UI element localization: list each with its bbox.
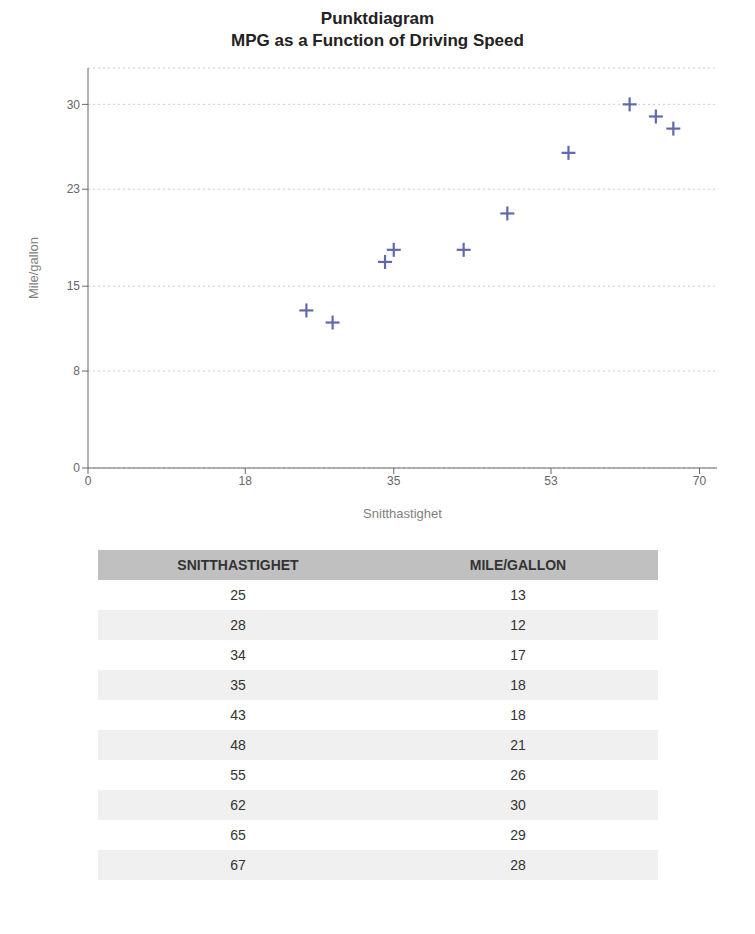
svg-text:Snitthastighet: Snitthastighet bbox=[363, 506, 442, 521]
html-text:34: 34 bbox=[230, 647, 246, 663]
svg-text:15: 15 bbox=[67, 279, 81, 293]
html-text:17: 17 bbox=[510, 647, 526, 663]
svg-text:Mile/gallon: Mile/gallon bbox=[26, 237, 41, 299]
html-text:MPG as a Function of Driving S: MPG as a Function of Driving Speed bbox=[231, 31, 524, 50]
html-text:SNITTHASTIGHET: SNITTHASTIGHET bbox=[177, 557, 299, 573]
svg-text:53: 53 bbox=[544, 474, 558, 488]
html-text:21: 21 bbox=[510, 737, 526, 753]
html-text:65: 65 bbox=[230, 827, 246, 843]
svg-text:70: 70 bbox=[693, 474, 707, 488]
html-text:26: 26 bbox=[510, 767, 526, 783]
svg-text:23: 23 bbox=[67, 182, 81, 196]
html-text:28: 28 bbox=[510, 857, 526, 873]
html-text:18: 18 bbox=[510, 707, 526, 723]
html-text:MILE/GALLON: MILE/GALLON bbox=[469, 557, 567, 573]
html-text:13: 13 bbox=[510, 587, 526, 603]
svg-text:30: 30 bbox=[67, 98, 81, 112]
html-text:18: 18 bbox=[510, 677, 526, 693]
html-text:12: 12 bbox=[510, 617, 526, 633]
html-text:28: 28 bbox=[230, 617, 246, 633]
html-text:Punktdiagram: Punktdiagram bbox=[320, 9, 435, 28]
svg-text:18: 18 bbox=[239, 474, 253, 488]
svg-text:8: 8 bbox=[73, 364, 80, 378]
html-text:29: 29 bbox=[510, 827, 526, 843]
svg-text:35: 35 bbox=[387, 474, 401, 488]
html-text:67: 67 bbox=[230, 857, 246, 873]
html-text:43: 43 bbox=[230, 707, 246, 723]
html-text:55: 55 bbox=[230, 767, 246, 783]
svg-text:0: 0 bbox=[85, 474, 92, 488]
html-text:30: 30 bbox=[510, 797, 526, 813]
svg-text:0: 0 bbox=[73, 461, 80, 475]
html-text:25: 25 bbox=[230, 587, 246, 603]
html-text:48: 48 bbox=[230, 737, 246, 753]
html-text:62: 62 bbox=[230, 797, 246, 813]
html-text:35: 35 bbox=[230, 677, 246, 693]
